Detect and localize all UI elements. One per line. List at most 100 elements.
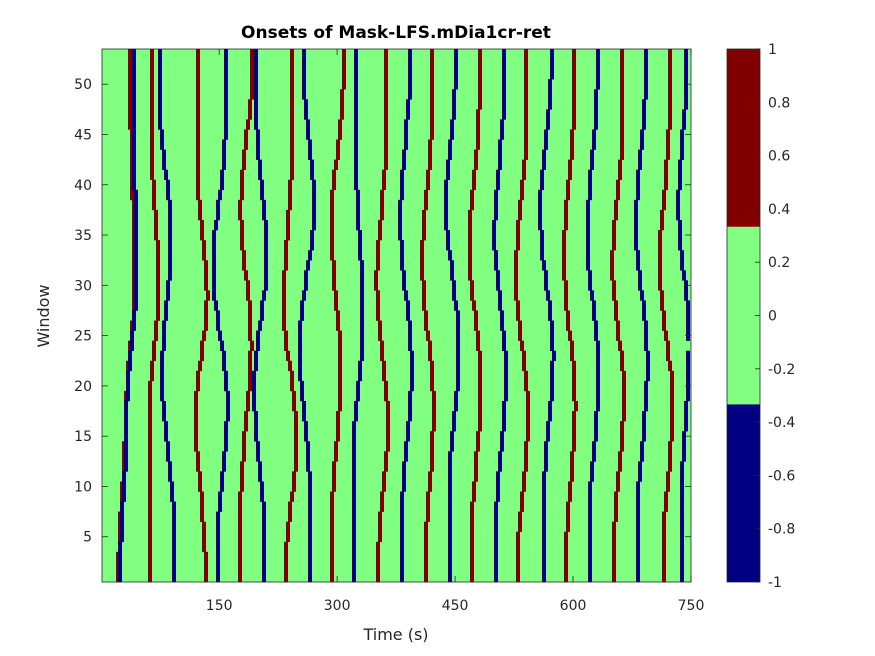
onset-cell-positive [200, 219, 204, 231]
onset-cell-positive [290, 69, 294, 80]
onset-cell-negative [594, 89, 598, 100]
onset-cell-positive [564, 551, 568, 563]
onset-cell-positive [384, 49, 388, 60]
onset-cell-positive [562, 250, 566, 261]
onset-cell-negative [544, 139, 548, 150]
onset-cell-negative [302, 69, 306, 80]
onset-cell-positive [148, 380, 152, 392]
onset-cell-negative [252, 390, 256, 402]
onset-cell-positive [424, 199, 428, 211]
onset-cell-negative [444, 179, 448, 191]
onset-cell-negative [304, 99, 308, 110]
onset-cell-negative [544, 270, 548, 281]
onset-cell-positive [612, 541, 616, 553]
onset-cell-positive [564, 300, 568, 311]
x-tick-label: 450 [442, 598, 469, 614]
onset-cell-negative [504, 350, 508, 362]
onset-cell-negative [456, 340, 460, 351]
onset-cell-negative [552, 350, 556, 362]
onset-cell-negative [264, 240, 268, 251]
onset-cell-negative [502, 330, 506, 341]
onset-cell-negative [352, 461, 356, 472]
onset-cell-positive [620, 69, 624, 80]
onset-cell-positive [384, 380, 388, 392]
onset-cell-negative [644, 89, 648, 100]
onset-cell-negative [680, 541, 684, 553]
onset-cell-negative [456, 370, 460, 382]
onset-cell-positive [338, 119, 342, 130]
onset-cell-positive [376, 571, 380, 583]
onset-cell-negative [124, 421, 128, 432]
onset-cell-negative [408, 59, 412, 70]
onset-cell-positive [384, 79, 388, 90]
onset-cell-positive [420, 270, 424, 281]
onset-cell-negative [360, 280, 364, 291]
onset-cell-positive [422, 290, 426, 301]
onset-cell-negative [680, 561, 684, 573]
onset-cell-negative [544, 461, 548, 472]
onset-cell-positive [428, 159, 432, 170]
onset-cell-negative [222, 139, 226, 150]
onset-cell-negative [164, 310, 168, 321]
onset-cell-positive [286, 209, 290, 221]
onset-cell-positive [618, 451, 622, 462]
onset-cell-positive [382, 169, 386, 181]
heatmap-background [102, 49, 691, 582]
onset-cell-positive [668, 360, 672, 372]
onset-cell-negative [448, 551, 452, 563]
onset-cell-negative [500, 441, 504, 452]
onset-cell-negative [404, 139, 408, 150]
onset-cell-negative [126, 390, 130, 402]
onset-cell-negative [354, 109, 358, 120]
onset-cell-positive [288, 511, 292, 522]
onset-cell-positive [474, 461, 478, 472]
onset-cell-positive [518, 330, 522, 341]
onset-cell-negative [166, 179, 170, 191]
onset-cell-positive [384, 159, 388, 170]
onset-cell-positive [570, 139, 574, 150]
onset-cell-negative [300, 390, 304, 402]
onset-cell-positive [292, 481, 296, 492]
onset-cell-negative [124, 461, 128, 472]
onset-cell-negative [400, 521, 404, 533]
onset-cell-positive [426, 491, 430, 502]
onset-cell-positive [468, 270, 472, 281]
onset-cell-negative [456, 310, 460, 321]
onset-cell-positive [338, 360, 342, 372]
onset-cell-positive [470, 521, 474, 533]
onset-cell-positive [380, 189, 384, 201]
onset-cell-negative [358, 360, 362, 372]
onset-cell-positive [288, 501, 292, 512]
onset-cell-negative [306, 119, 310, 130]
onset-cell-positive [468, 219, 472, 231]
onset-cell-negative [302, 290, 306, 301]
onset-cell-negative [504, 390, 508, 402]
onset-cell-negative [134, 250, 138, 261]
onset-cell-negative [446, 240, 450, 251]
onset-cell-negative [354, 79, 358, 90]
onset-cell-negative [212, 230, 216, 241]
onset-cell-negative [160, 370, 164, 382]
onset-cell-negative [352, 451, 356, 462]
y-tick-label: 30 [74, 278, 92, 294]
onset-cell-negative [122, 471, 126, 482]
onset-cell-positive [572, 109, 576, 120]
onset-cell-negative [254, 431, 258, 442]
onset-cell-positive [662, 531, 666, 543]
onset-cell-positive [150, 49, 154, 60]
onset-cell-positive [290, 159, 294, 170]
onset-cell-negative [352, 441, 356, 452]
onset-cell-negative [408, 49, 412, 60]
onset-cell-positive [342, 49, 346, 60]
onset-cell-negative [644, 340, 648, 351]
onset-cell-positive [426, 169, 430, 181]
onset-cell-negative [684, 89, 688, 100]
onset-cell-negative [398, 209, 402, 221]
onset-cell-negative [160, 129, 164, 140]
onset-cell-positive [204, 260, 208, 271]
onset-cell-positive [206, 290, 210, 301]
onset-cell-negative [686, 320, 690, 331]
onset-cell-negative [400, 491, 404, 502]
onset-cell-positive [428, 340, 432, 351]
onset-cell-negative [354, 149, 358, 160]
